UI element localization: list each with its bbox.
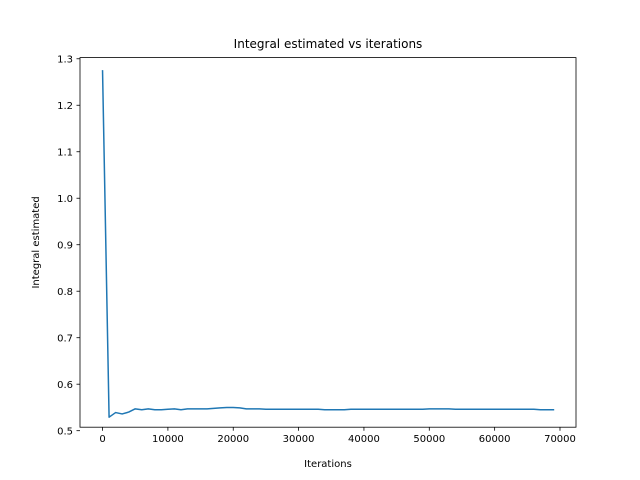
y-tick-label: 0.6 bbox=[57, 380, 73, 391]
chart-title: Integral estimated vs iterations bbox=[234, 37, 423, 51]
x-tick-label: 70000 bbox=[544, 434, 576, 445]
y-tick-label: 1.2 bbox=[57, 101, 73, 112]
y-tick-label: 1.0 bbox=[57, 194, 73, 205]
x-tick-label: 20000 bbox=[217, 434, 249, 445]
y-axis-label: Integral estimated bbox=[31, 196, 42, 288]
x-tick-label: 50000 bbox=[413, 434, 445, 445]
y-tick-label: 1.3 bbox=[57, 54, 73, 65]
y-tick-label: 0.7 bbox=[57, 333, 73, 344]
y-tick-label: 0.5 bbox=[57, 426, 73, 437]
series-line-0 bbox=[101, 70, 555, 418]
x-tick-label: 60000 bbox=[479, 434, 511, 445]
x-tick-label: 30000 bbox=[283, 434, 315, 445]
x-tick-label: 0 bbox=[99, 434, 105, 445]
x-axis: 0 10000 20000 30000 40000 50000 60000 70000 bbox=[99, 427, 576, 445]
y-tick-label: 0.8 bbox=[57, 287, 73, 298]
y-tick-label: 0.9 bbox=[57, 240, 73, 251]
y-axis: 0.5 0.6 0.7 0.8 0.9 1.0 1.1 1.2 1.3 bbox=[57, 54, 80, 437]
x-tick-label: 40000 bbox=[348, 434, 380, 445]
axes-frame bbox=[79, 57, 577, 428]
y-tick-label: 1.1 bbox=[57, 147, 73, 158]
x-axis-label: Iterations bbox=[304, 459, 352, 470]
plot-area bbox=[101, 70, 555, 418]
x-tick-label: 10000 bbox=[152, 434, 184, 445]
